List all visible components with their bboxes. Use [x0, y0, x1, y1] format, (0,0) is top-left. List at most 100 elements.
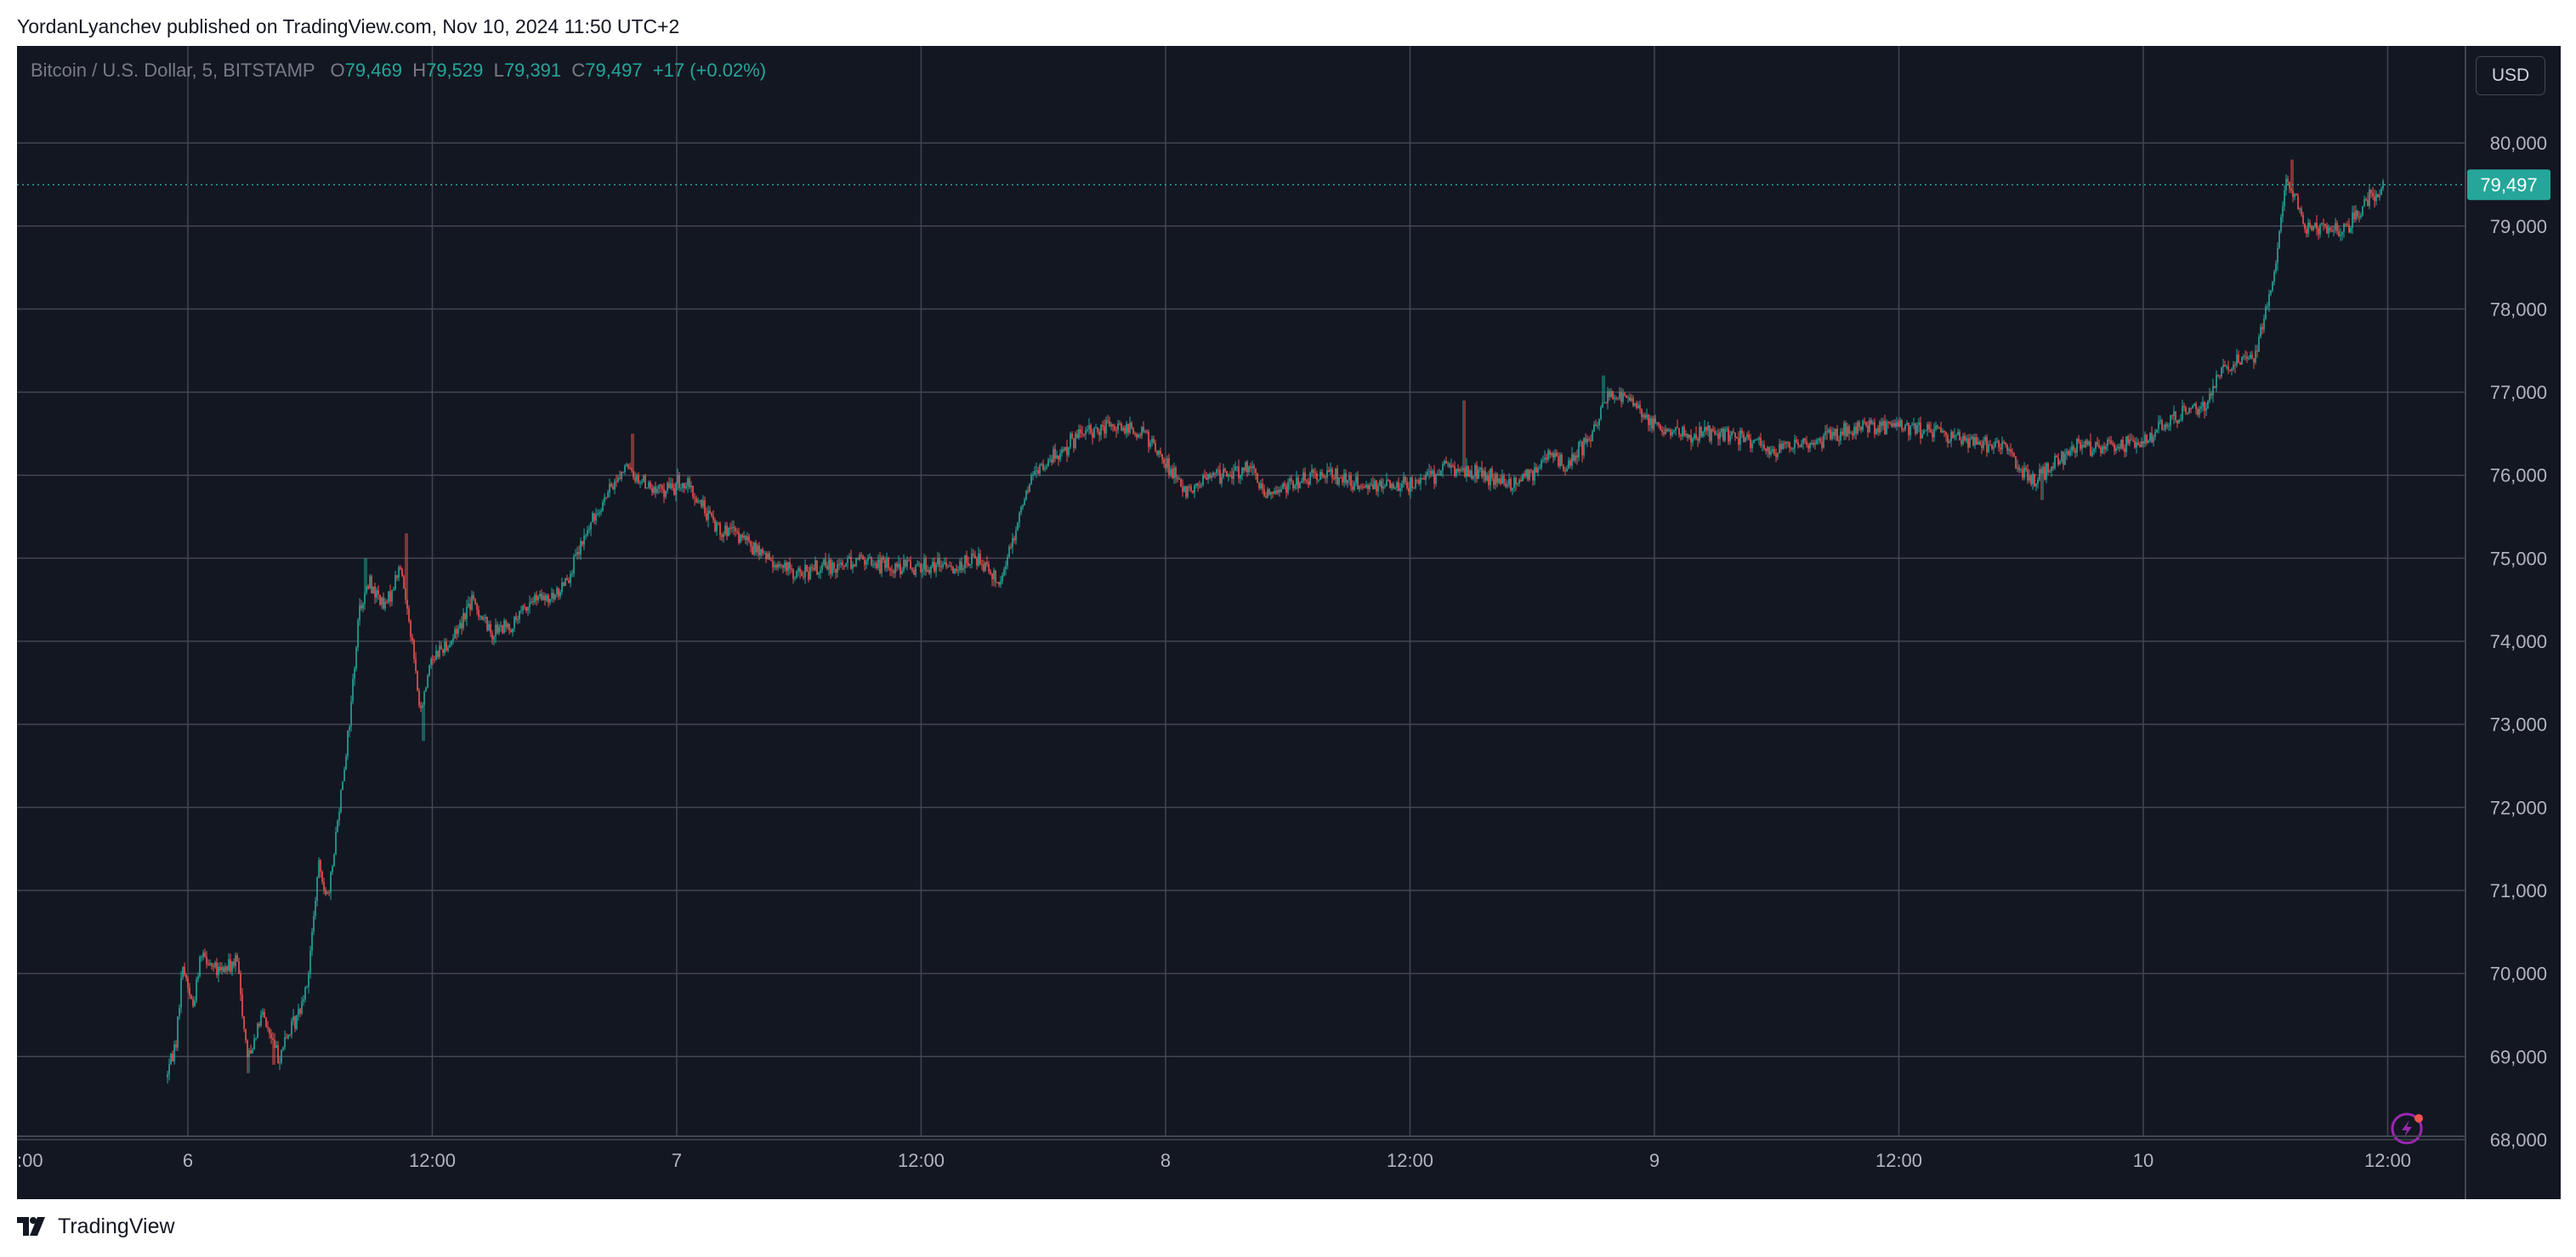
candle-body [1904, 424, 1906, 430]
candle-body [173, 1044, 175, 1062]
candle-body [1501, 475, 1503, 484]
candle-body [1445, 460, 1447, 464]
candle-body [1416, 479, 1418, 481]
candle-body [1697, 439, 1699, 441]
candle-body [257, 1023, 258, 1038]
candle-body [847, 558, 848, 564]
candle-body [675, 483, 677, 496]
candle-body [1629, 397, 1631, 401]
candle-body [512, 628, 513, 633]
candle-body [2117, 446, 2119, 448]
candle-body [796, 571, 797, 578]
candle-body [340, 789, 342, 812]
candle-body [1217, 469, 1219, 471]
candle-body [1029, 484, 1030, 492]
candle-body [2224, 365, 2226, 367]
candle-body [391, 590, 393, 602]
candle-body [313, 916, 315, 932]
candle-body [1770, 451, 1772, 455]
price-chart[interactable]: 68,000 69,000 70,000 71,000 72,000 73,000 74,0… [17, 46, 2561, 1199]
candle-body [2284, 191, 2285, 207]
candle-body [1957, 431, 1959, 435]
candle-body [1983, 441, 1984, 448]
candle-body [643, 475, 644, 482]
candle-body [2085, 441, 2086, 447]
candle-body [2307, 222, 2309, 234]
candle-body [1059, 452, 1061, 460]
candle-body [2301, 208, 2302, 215]
candle-body [408, 608, 410, 622]
candle-body [1156, 450, 1158, 455]
candle-body [1146, 431, 1148, 433]
currency-button[interactable]: USD [2476, 56, 2545, 95]
candle-body [1359, 486, 1360, 490]
candle-body [2341, 231, 2343, 235]
candle-body [2020, 469, 2022, 471]
candle-body [1051, 458, 1053, 463]
candle-body [1331, 469, 1333, 479]
candle-body [1342, 477, 1343, 483]
candle-body [1313, 469, 1314, 473]
candle-body [576, 552, 578, 555]
candle-body [2061, 451, 2063, 462]
candle-body [298, 1009, 299, 1015]
candle-body [1809, 442, 1811, 449]
candle-body [1389, 481, 1391, 488]
candle-body [644, 475, 646, 488]
candle-body [1694, 434, 1695, 439]
symbol-name[interactable]: Bitcoin / U.S. Dollar, 5, BITSTAMP [31, 60, 315, 81]
candle-body [1864, 421, 1865, 423]
candle-body [2078, 438, 2080, 442]
candle-body [388, 591, 389, 602]
symbol-legend[interactable]: Bitcoin / U.S. Dollar, 5, BITSTAMP O79,4… [31, 60, 766, 82]
candle-body [316, 877, 318, 902]
candle-body [1869, 419, 1870, 433]
candle-body [1568, 460, 1569, 469]
candle-body [602, 502, 604, 511]
candle-body [2197, 409, 2199, 415]
candle-body [417, 670, 418, 691]
candle-body [1265, 496, 1267, 498]
candle-body [427, 675, 428, 688]
candle-body [1836, 429, 1838, 441]
candle-body [1122, 427, 1124, 430]
candle-body [1879, 422, 1881, 433]
candle-body [1801, 443, 1802, 447]
candle-body [247, 1040, 248, 1058]
candle-body [1381, 481, 1382, 489]
candle-body [330, 872, 332, 893]
candle-body [750, 541, 752, 547]
candle-body [738, 532, 740, 543]
candle-body [223, 967, 224, 973]
y-tick-label: 78,000 [2490, 299, 2547, 320]
candle-body [777, 564, 779, 568]
candle-body [2125, 435, 2127, 452]
alert-bolt-icon[interactable] [2391, 1112, 2423, 1145]
candle-body [2289, 182, 2290, 189]
candle-body [1656, 422, 1658, 424]
chart-panel[interactable]: 68,000 69,000 70,000 71,000 72,000 73,000 74,0… [17, 46, 2561, 1199]
candle-body [1126, 424, 1127, 434]
candle-body [396, 575, 398, 578]
candle-body [578, 552, 580, 555]
candle-body [956, 568, 957, 572]
candle-body [2365, 199, 2367, 201]
candle-body [517, 619, 519, 621]
candle-body [1449, 463, 1450, 468]
candle-body [2066, 451, 2068, 454]
candle-body [2015, 456, 2017, 469]
candle-body [379, 594, 381, 605]
candle-body [1149, 442, 1151, 447]
candle-body [1896, 422, 1898, 427]
candle-body [947, 566, 949, 567]
candle-body [1180, 478, 1182, 487]
candle-body [1692, 438, 1694, 443]
candle-body [1347, 480, 1348, 483]
candle-body [1926, 424, 1928, 431]
candle-body [1877, 428, 1879, 433]
candle-body [646, 487, 648, 489]
candle-body [634, 477, 636, 481]
candle-body [881, 557, 882, 573]
candle-body [2003, 441, 2005, 443]
candle-body [697, 500, 699, 503]
